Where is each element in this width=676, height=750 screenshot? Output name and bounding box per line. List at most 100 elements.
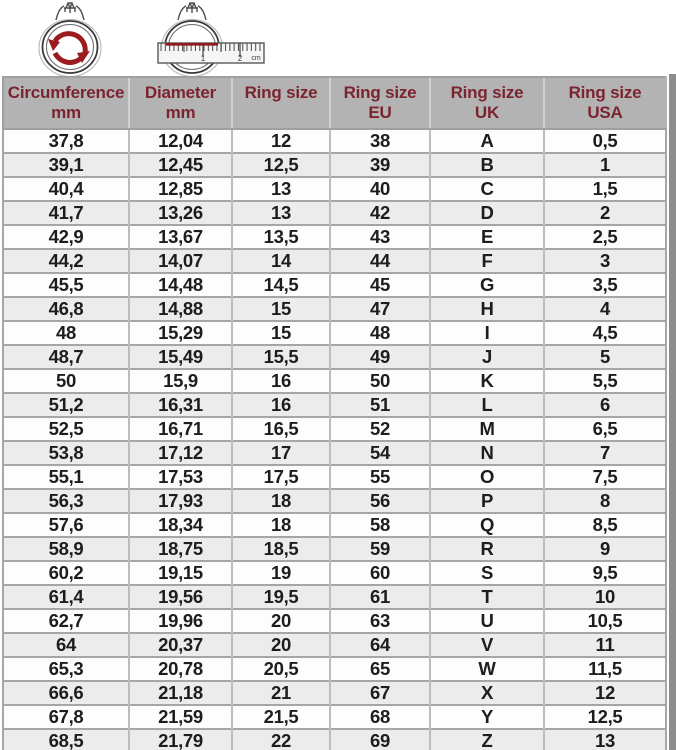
table-cell: G [429, 272, 544, 297]
table-row: 50 15,9 16 50 K 5,5 [2, 368, 667, 393]
col-header-ring-size: Ring size [231, 76, 330, 130]
table-cell: 58 [329, 512, 430, 537]
table-cell: 65 [329, 656, 430, 681]
table-cell: 8 [543, 488, 667, 513]
table-cell: 9,5 [543, 560, 667, 585]
table-cell: 4,5 [543, 320, 667, 345]
table-cell: 62,7 [2, 608, 129, 633]
table-cell: 6 [543, 392, 667, 417]
table-cell: X [429, 680, 544, 705]
header-unit: mm [51, 103, 81, 122]
table-cell: 51,2 [2, 392, 129, 417]
col-header-diameter: Diameter mm [128, 76, 232, 130]
table-cell: 69 [329, 728, 430, 750]
table-cell: Q [429, 512, 544, 537]
table-cell: I [429, 320, 544, 345]
table-row: 56,3 17,93 18 56 P 8 [2, 488, 667, 513]
ruler-number-2: 2 [238, 54, 243, 63]
table-cell: 60,2 [2, 560, 129, 585]
right-edge-strip [669, 74, 676, 750]
table-cell: 40,4 [2, 176, 129, 201]
table-row: 67,8 21,59 21,5 68 Y 12,5 [2, 704, 667, 729]
table-cell: 15,9 [128, 368, 232, 393]
table-cell: 12,45 [128, 152, 232, 177]
table-cell: 17,93 [128, 488, 232, 513]
table-cell: 45,5 [2, 272, 129, 297]
table-cell: 50 [2, 368, 129, 393]
table-cell: 22 [231, 728, 330, 750]
table-cell: 15 [231, 320, 330, 345]
table-cell: 13,26 [128, 200, 232, 225]
ring-diameter-ruler-icon: 1 2 cm [157, 2, 265, 76]
table-cell: 11 [543, 632, 667, 657]
header-label: Ring size [343, 83, 417, 102]
table-cell: T [429, 584, 544, 609]
table-cell: 16,31 [128, 392, 232, 417]
ring-size-table: Circumference mm Diameter mm Ring size R… [2, 76, 667, 750]
table-cell: 59 [329, 536, 430, 561]
table-cell: 14 [231, 248, 330, 273]
ruler: 1 2 cm [157, 42, 265, 64]
table-cell: 13 [231, 176, 330, 201]
table-cell: K [429, 368, 544, 393]
table-cell: 20,37 [128, 632, 232, 657]
table-cell: 13,67 [128, 224, 232, 249]
table-cell: 2 [543, 200, 667, 225]
table-cell: 1,5 [543, 176, 667, 201]
table-cell: 67 [329, 680, 430, 705]
table-cell: 15,49 [128, 344, 232, 369]
table-cell: F [429, 248, 544, 273]
table-row: 52,5 16,71 16,5 52 M 6,5 [2, 416, 667, 441]
table-cell: 20,5 [231, 656, 330, 681]
table-cell: 12 [543, 680, 667, 705]
table-cell: 48 [329, 320, 430, 345]
table-cell: 12,04 [128, 128, 232, 153]
table-cell: 10 [543, 584, 667, 609]
table-cell: 14,48 [128, 272, 232, 297]
table-cell: 41,7 [2, 200, 129, 225]
table-cell: 2,5 [543, 224, 667, 249]
table-cell: 16 [231, 392, 330, 417]
table-cell: 19,56 [128, 584, 232, 609]
table-cell: M [429, 416, 544, 441]
table-cell: 14,5 [231, 272, 330, 297]
table-cell: 1 [543, 152, 667, 177]
table-row: 48 15,29 15 48 I 4,5 [2, 320, 667, 345]
table-cell: 7,5 [543, 464, 667, 489]
table-row: 62,7 19,96 20 63 U 10,5 [2, 608, 667, 633]
col-header-ring-size-eu: Ring size EU [329, 76, 430, 130]
table-cell: W [429, 656, 544, 681]
ring-setting-sketch [177, 2, 207, 21]
table-cell: 48 [2, 320, 129, 345]
ring-circumference-icon [38, 2, 102, 76]
table-row: 44,2 14,07 14 44 F 3 [2, 248, 667, 273]
table-cell: 42,9 [2, 224, 129, 249]
table-cell: Z [429, 728, 544, 750]
table-cell: H [429, 296, 544, 321]
table-cell: 18,34 [128, 512, 232, 537]
table-cell: E [429, 224, 544, 249]
table-cell: 4 [543, 296, 667, 321]
table-row: 51,2 16,31 16 51 L 6 [2, 392, 667, 417]
table-cell: 10,5 [543, 608, 667, 633]
table-cell: 13,5 [231, 224, 330, 249]
table-cell: 8,5 [543, 512, 667, 537]
table-cell: 60 [329, 560, 430, 585]
table-cell: 51 [329, 392, 430, 417]
table-cell: R [429, 536, 544, 561]
table-cell: 57,6 [2, 512, 129, 537]
table-cell: 61,4 [2, 584, 129, 609]
table-row: 61,4 19,56 19,5 61 T 10 [2, 584, 667, 609]
header-label: Ring size [244, 83, 318, 102]
table-cell: 58,9 [2, 536, 129, 561]
table-cell: 49 [329, 344, 430, 369]
table-cell: P [429, 488, 544, 513]
table-row: 58,9 18,75 18,5 59 R 9 [2, 536, 667, 561]
table-cell: 15 [231, 296, 330, 321]
table-row: 55,1 17,53 17,5 55 O 7,5 [2, 464, 667, 489]
table-cell: 40 [329, 176, 430, 201]
table-cell: 55,1 [2, 464, 129, 489]
ring-setting-sketch [55, 2, 85, 21]
table-cell: 39 [329, 152, 430, 177]
